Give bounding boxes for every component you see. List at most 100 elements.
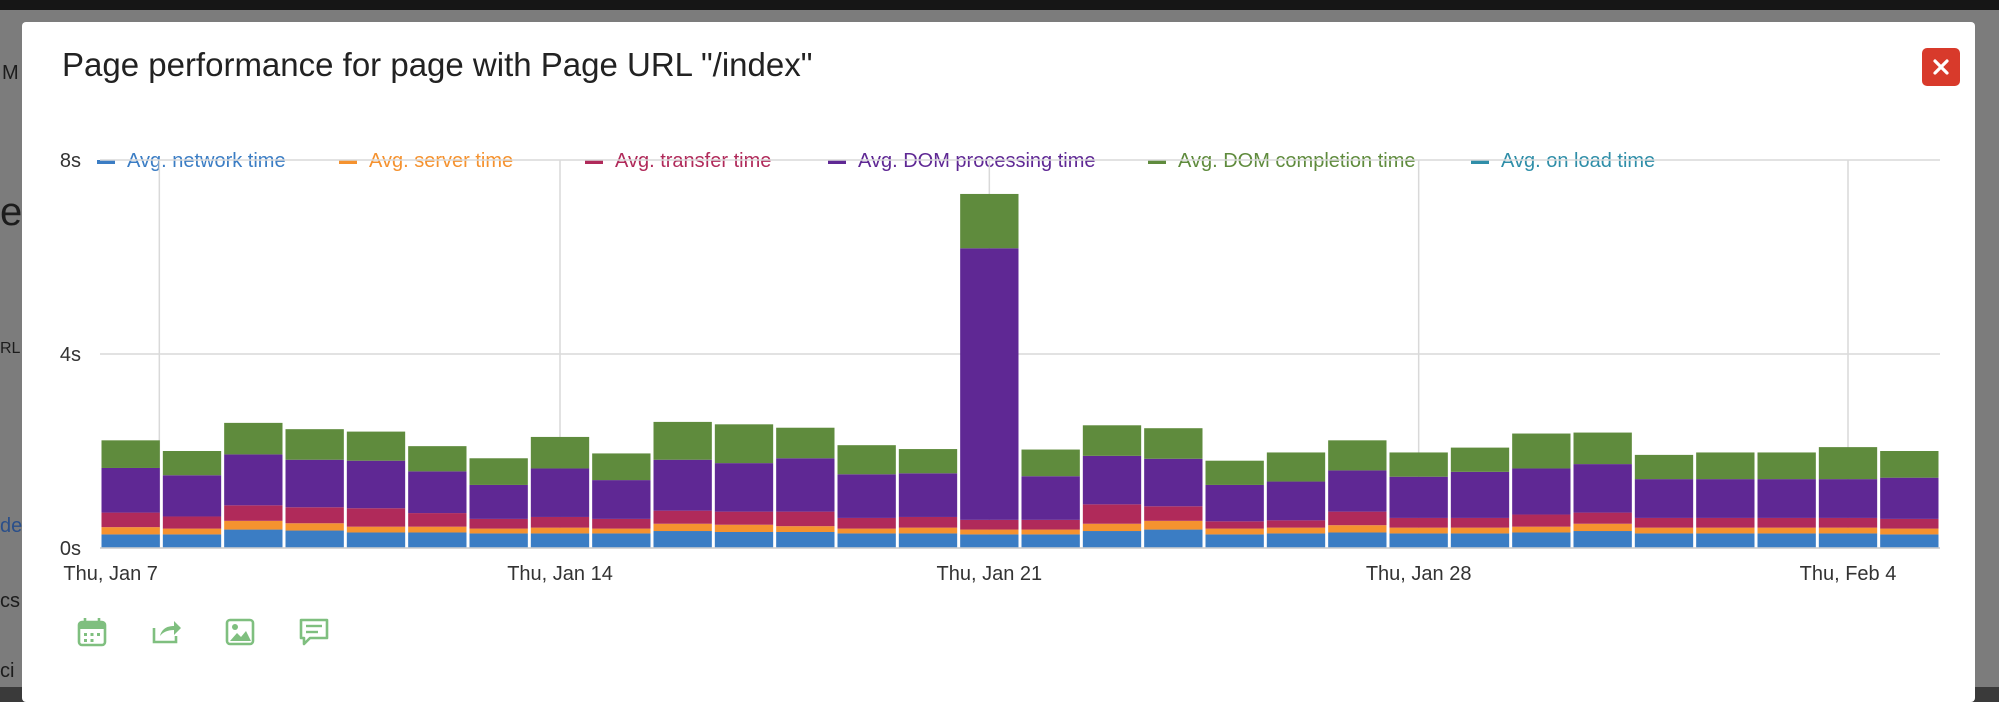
- bar-segment: [653, 531, 712, 548]
- bar-segment: [101, 534, 160, 548]
- legend-swatch: [585, 159, 603, 164]
- bar-segment: [1328, 440, 1387, 471]
- bar-segment: [1082, 531, 1142, 548]
- legend-swatch: [1471, 159, 1489, 164]
- bar-segment: [530, 527, 590, 534]
- bar-segment: [1450, 527, 1510, 534]
- bar-segment: [714, 511, 774, 525]
- calendar-button[interactable]: [74, 614, 110, 650]
- x-tick-label: Thu, Feb 4: [1800, 563, 1897, 585]
- bar-segment: [1389, 476, 1448, 518]
- background-text: M: [2, 62, 19, 84]
- bar-segment: [530, 436, 590, 469]
- comment-button[interactable]: [296, 614, 332, 650]
- legend-item[interactable]: Avg. network time: [97, 150, 286, 173]
- bar-segment: [898, 449, 958, 474]
- image-button[interactable]: [222, 614, 258, 650]
- bar-segment: [1266, 452, 1326, 482]
- bar-segment: [1757, 533, 1816, 548]
- bar-segment: [1266, 533, 1326, 548]
- bar-segment: [714, 524, 774, 532]
- bar-segment: [1205, 484, 1264, 522]
- bar-segment: [1205, 528, 1264, 535]
- bar-segment: [592, 518, 651, 529]
- bar-segment: [1880, 518, 1939, 529]
- bar-segment: [1573, 523, 1632, 532]
- bar-segment: [898, 516, 958, 528]
- bar-segment: [1082, 425, 1142, 456]
- bar-segment: [285, 523, 344, 531]
- bar-segment: [592, 480, 651, 519]
- legend-label: Avg. transfer time: [615, 150, 772, 172]
- bar-segment: [1328, 511, 1387, 526]
- modal-title: Page performance for page with Page URL …: [62, 46, 813, 83]
- bar-segment: [776, 511, 835, 527]
- bar-segment: [346, 508, 406, 527]
- legend-item[interactable]: Avg. on load time: [1471, 150, 1655, 173]
- legend-swatch: [828, 159, 846, 164]
- bar-segment: [1205, 460, 1264, 485]
- x-tick-label: Thu, Jan 28: [1366, 563, 1472, 585]
- bar-segment: [1818, 533, 1878, 548]
- bar-segment: [1696, 479, 1755, 518]
- bar-segment: [469, 533, 528, 548]
- bar-segment: [1818, 447, 1878, 480]
- bar-segment: [162, 516, 222, 529]
- bar-segment: [224, 422, 283, 455]
- bar-segment: [1634, 517, 1694, 528]
- bar-segment: [1328, 525, 1387, 533]
- bar-segment: [1512, 468, 1571, 515]
- bar-segment: [1082, 504, 1142, 524]
- bar-segment: [1450, 447, 1510, 472]
- legend-item[interactable]: Avg. transfer time: [585, 150, 771, 173]
- image-icon: [225, 618, 255, 646]
- background-text: ci: [0, 660, 15, 682]
- bar-segment: [837, 533, 896, 548]
- bar-segment: [1266, 520, 1326, 528]
- legend-label: Avg. server time: [369, 150, 514, 172]
- background-text: cs: [0, 590, 20, 612]
- bar-segment: [408, 446, 467, 472]
- legend-item[interactable]: Avg. server time: [339, 150, 513, 173]
- bar-segment: [592, 453, 651, 481]
- bar-segment: [530, 516, 590, 528]
- bar-segment: [101, 527, 160, 535]
- legend-label: Avg. DOM completion time: [1178, 150, 1416, 172]
- bar-segment: [960, 519, 1019, 530]
- bar-segment: [530, 468, 590, 517]
- share-button[interactable]: [148, 614, 184, 650]
- legend-item[interactable]: Avg. DOM completion time: [1148, 150, 1416, 173]
- bar-segment: [1573, 531, 1632, 548]
- bar-segment: [592, 533, 651, 548]
- close-button[interactable]: [1922, 48, 1960, 86]
- bar-segment: [653, 510, 712, 524]
- bar-segment: [1818, 527, 1878, 534]
- bar-segment: [1634, 527, 1694, 534]
- bar-segment: [346, 526, 406, 533]
- bar-segment: [898, 527, 958, 534]
- bar-segment: [469, 528, 528, 534]
- bar-segment: [776, 458, 835, 512]
- bar-segment: [285, 459, 344, 508]
- background-text: e: [0, 190, 23, 234]
- x-tick-label: Thu, Jan 21: [937, 563, 1043, 585]
- bar-segment: [224, 454, 283, 506]
- bar-segment: [1757, 527, 1816, 534]
- bar-segment: [1696, 452, 1755, 480]
- bar-segment: [1389, 452, 1448, 477]
- bar-segment: [1573, 512, 1632, 524]
- bar-segment: [1880, 534, 1939, 548]
- bar-segment: [714, 424, 774, 464]
- bar-segment: [1266, 527, 1326, 534]
- stacked-bar-chart: 0s 4s 8s Thu, Jan 7 Thu, Jan 14 Thu, Jan 21 Th…: [60, 150, 1940, 585]
- bar-segment: [714, 463, 774, 512]
- legend-item[interactable]: Avg. DOM processing time: [828, 150, 1096, 173]
- bar-segment: [1450, 517, 1510, 528]
- bar-segment: [1634, 479, 1694, 518]
- legend-swatch: [1148, 159, 1166, 164]
- bar-segment: [898, 533, 958, 548]
- bar-segment: [1757, 517, 1816, 528]
- bar-segment: [653, 523, 712, 532]
- bar-segment: [285, 507, 344, 524]
- bar-segment: [1144, 529, 1203, 548]
